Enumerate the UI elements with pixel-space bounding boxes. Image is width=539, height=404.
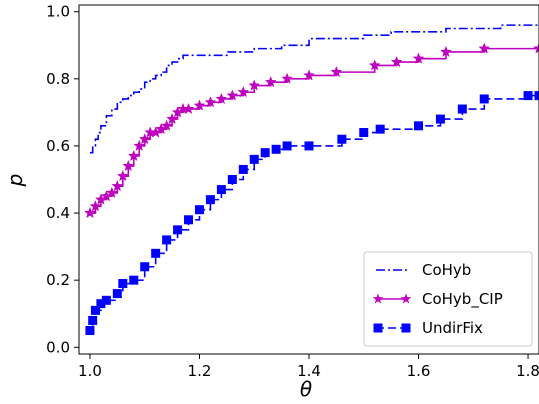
data-point-cohyb-cip [122,159,135,172]
data-point-undirfix [414,121,424,131]
data-point-undirfix [88,315,98,325]
data-point-undirfix [112,289,122,299]
data-point-cohyb-cip [368,59,381,71]
legend-label-cohyb: CoHyb [422,261,471,279]
data-point-undirfix [101,295,111,305]
data-point-undirfix [118,279,128,289]
legend-label-cohyb-cip: CoHyb_CIP [422,290,503,309]
data-point-undirfix [523,91,533,101]
data-point-undirfix [140,262,150,272]
data-point-undirfix [96,299,106,309]
data-point-undirfix [90,305,100,315]
y-tick-label: 1.0 [46,3,70,21]
data-point-cohyb-cip [264,75,277,88]
x-tick-label: 1.4 [297,362,321,380]
series-layer [84,24,539,336]
data-point-cohyb-cip [281,72,294,84]
data-point-undirfix [194,205,204,215]
data-point-cohyb-cip [105,186,118,198]
data-point-cohyb-cip [160,119,173,131]
data-point-cohyb-cip [478,42,491,54]
data-point-undirfix [205,195,215,205]
data-point-undirfix [337,134,347,144]
data-point-cohyb-cip [533,42,539,54]
data-point-cohyb-cip [133,139,146,151]
data-point-undirfix [457,104,467,114]
legend-marker-undirfix [401,323,411,333]
x-tick-label: 1.2 [188,362,212,380]
x-axis-label: θ [300,377,312,401]
data-point-undirfix [304,141,314,151]
data-point-cohyb-cip [237,86,250,98]
data-point-undirfix [249,154,259,164]
data-point-undirfix [85,326,95,336]
data-point-cohyb-cip [303,69,315,81]
x-tick-label: 1.8 [516,362,539,380]
data-point-undirfix [479,94,489,104]
data-point-cohyb-cip [193,99,206,111]
legend-box [363,251,533,347]
legend-marker-cohyb-cip [400,293,412,304]
x-tick-label: 1.0 [78,362,102,380]
data-point-undirfix [260,148,270,158]
data-point-undirfix [227,175,237,184]
data-point-cohyb-cip [248,79,261,91]
data-point-undirfix [375,124,385,134]
data-point-undirfix [151,248,161,258]
x-tick-label: 1.6 [407,362,431,380]
data-point-undirfix [238,164,248,174]
legend-marker-undirfix [373,323,383,333]
y-axis: 0.0 0.2 0.4 0.6 0.8 1.0 [46,3,79,356]
x-axis: 1.0 1.2 1.4 1.6 1.8 [78,354,539,380]
legend-marker-cohyb-cip [372,293,384,304]
y-axis-label: p [3,174,27,188]
data-point-undirfix [271,144,281,154]
data-point-cohyb-cip [84,206,96,219]
legend: CoHyb CoHyb_CIP UndirFix [363,251,533,347]
data-point-cohyb-cip [412,52,425,64]
data-point-cohyb-cip [390,55,403,68]
data-point-cohyb-cip [439,45,452,58]
series-line-cohyb [89,24,539,154]
data-point-cohyb-cip [204,96,217,108]
data-point-cohyb-cip [116,169,129,182]
y-tick-label: 0.2 [46,271,70,289]
data-point-undirfix [282,141,292,151]
data-point-undirfix [129,275,139,285]
y-tick-label: 0.0 [46,338,70,356]
legend-label-undirfix: UndirFix [422,319,483,337]
data-point-cohyb-cip [182,102,195,115]
data-point-cohyb-cip [215,92,228,104]
data-point-cohyb-cip [330,65,343,78]
data-point-cohyb-cip [138,133,151,145]
data-point-cohyb-cip [226,89,239,101]
data-point-undirfix [435,114,445,124]
data-point-cohyb-cip [89,200,102,212]
data-point-undirfix [162,235,172,245]
data-point-undirfix [534,91,539,101]
y-tick-label: 0.8 [46,70,70,88]
data-point-undirfix [184,215,194,225]
data-point-cohyb-cip [111,179,124,192]
data-point-undirfix [359,128,369,138]
data-point-cohyb-cip [127,149,140,162]
data-point-undirfix [216,185,226,195]
data-point-undirfix [173,225,183,235]
data-point-cohyb-cip [166,112,179,125]
y-tick-label: 0.4 [46,204,70,222]
y-tick-label: 0.6 [46,137,70,155]
